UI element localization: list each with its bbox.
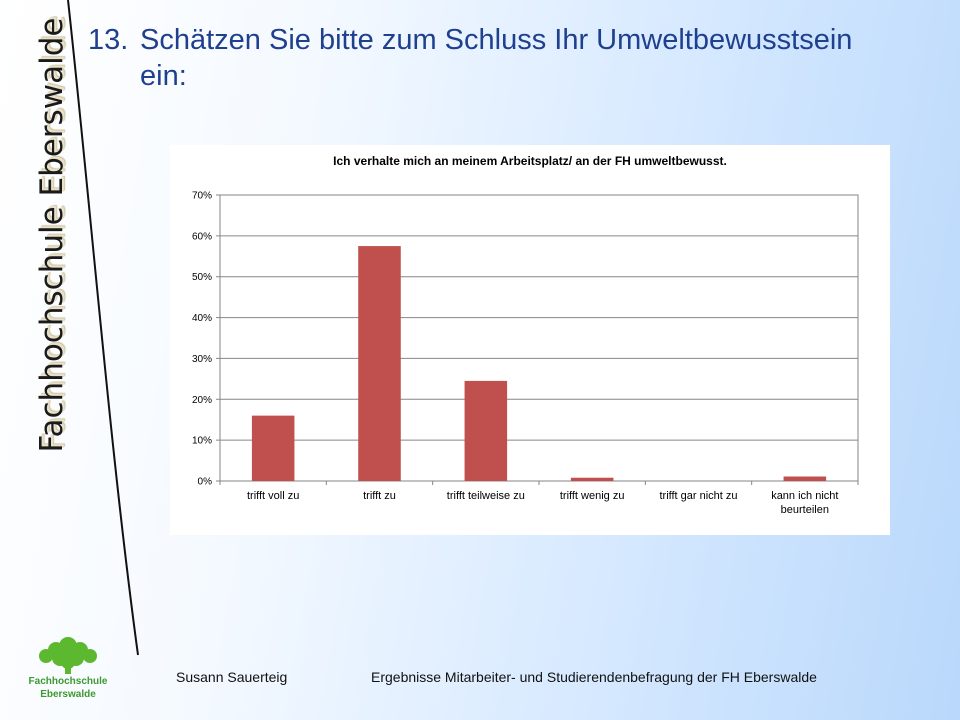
slide-title: 13. Schätzen Sie bitte zum Schluss Ihr Um… <box>88 22 938 94</box>
logo-line2: Eberswalde <box>40 689 96 700</box>
y-tick-label: 0% <box>198 477 213 488</box>
x-tick-label: trifft gar nicht zu <box>659 490 737 502</box>
bar-chart: Ich verhalte mich an meinem Arbeitsplatz… <box>170 145 890 535</box>
bar <box>783 476 827 481</box>
x-tick-label: trifft teilweise zu <box>447 490 525 502</box>
bar <box>570 477 614 481</box>
y-tick-label: 40% <box>192 313 212 324</box>
chart-title: Ich verhalte mich an meinem Arbeitsplatz… <box>333 154 727 168</box>
y-tick-label: 20% <box>192 395 212 406</box>
logo-line1: Fachhochschule <box>28 676 108 687</box>
bar <box>251 415 295 481</box>
title-line2: ein: <box>140 60 187 92</box>
x-tick-label: trifft wenig zu <box>560 490 625 502</box>
y-tick-label: 70% <box>192 191 212 202</box>
bar <box>464 380 508 481</box>
bar <box>358 246 401 481</box>
footer-title: Ergebnisse Mitarbeiter- und Studierenden… <box>371 669 817 685</box>
x-tick-label: trifft voll zu <box>247 490 299 502</box>
logo: Fachhochschule Eberswalde <box>20 636 116 708</box>
tree-logo-icon <box>39 637 97 674</box>
x-tick-label: trifft zu <box>363 490 396 502</box>
y-tick-label: 50% <box>192 272 212 283</box>
y-tick-label: 30% <box>192 354 212 365</box>
decorative-swoosh <box>67 0 139 656</box>
title-line1: Schätzen Sie bitte zum Schluss Ihr Umwel… <box>140 24 853 56</box>
y-tick-label: 10% <box>192 436 212 447</box>
title-number: 13. <box>88 24 129 56</box>
footer-author: Susann Sauerteig <box>176 669 288 685</box>
x-tick-label: kann ich nicht beurteilen <box>771 490 838 516</box>
y-tick-label: 60% <box>192 231 212 242</box>
